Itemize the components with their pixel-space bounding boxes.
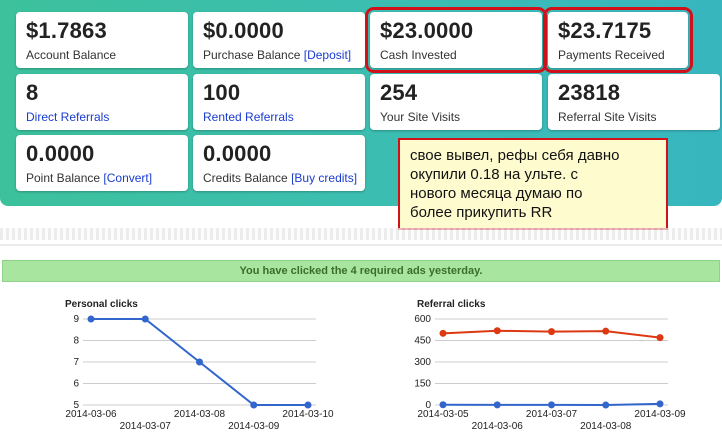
data-point [656,334,664,342]
chart-title: Referral clicks [417,299,486,310]
stat-value: 23818 [558,80,621,105]
stat-label: Account Balance [26,48,117,62]
stat-card-credits-balance: 0.0000 Credits Balance [Buy credits] [193,135,365,191]
x-tick-label: 2014-03-06 [472,421,524,432]
personal-clicks-svg: Personal clicks 5 6 7 8 9 2014-03-062014-03-07… [65,299,334,432]
stat-label: Point Balance [26,171,101,185]
data-point [304,401,312,409]
note-line: нового месяца думаю по [410,185,583,202]
stat-value: 8 [26,80,39,105]
rented-referrals-link[interactable]: Rented Referrals [203,110,294,124]
stat-label: Payments Received [558,48,665,62]
data-point [141,315,149,323]
x-tick-label: 2014-03-10 [282,409,334,420]
note-line: свое вывел, рефы себя давно [410,147,620,164]
y-tick-label: 450 [414,336,431,347]
stat-value: 100 [203,80,241,105]
data-point [602,401,610,409]
stat-card-purchase-balance: $0.0000 Purchase Balance [Deposit] [193,12,365,68]
deposit-link[interactable]: [Deposit] [303,48,352,62]
data-point [656,400,664,408]
buy-credits-link[interactable]: [Buy credits] [291,171,358,185]
x-tick-label: 2014-03-09 [634,409,686,420]
stat-card-site-visits: 254 Your Site Visits [370,74,542,130]
note-line: окупили 0.18 на ульте. с [410,166,578,183]
data-point [548,401,555,409]
referral-clicks-svg: Referral clicks01503004506002014-03-0520… [414,299,686,432]
stat-value: $23.7175 [558,18,652,43]
direct-referrals-link[interactable]: Direct Referrals [26,110,110,124]
divider [0,244,722,246]
stat-label: Purchase Balance [203,48,301,62]
x-tick-label: 2014-03-09 [228,421,280,432]
referral-clicks-chart: Referral clicks 0 150 300 450 600 2014-03-05 20… [390,290,690,444]
y-tick-label: 5 [73,400,79,411]
stat-card-rented-referrals: 100 Rented Referrals [193,74,365,130]
data-point [548,328,555,336]
x-tick-label: 2014-03-07 [120,421,172,432]
stat-value: $23.0000 [380,18,474,43]
divider [0,228,722,240]
stat-card-direct-referrals: 8 Direct Referrals [16,74,188,130]
y-tick-label: 7 [73,357,79,368]
status-banner: You have clicked the 4 required ads yest… [2,260,720,282]
stat-card-referral-site-visits: 23818 Referral Site Visits [548,74,720,130]
stat-card-point-balance: 0.0000 Point Balance [Convert] [16,135,188,191]
data-point [87,315,95,323]
data-point [439,329,447,337]
stat-label: Credits Balance [203,171,288,185]
stat-card-payments-received: $23.7175 Payments Received [543,7,693,73]
data-point [493,401,501,409]
data-point [493,327,501,335]
stat-label: Referral Site Visits [558,110,657,124]
data-point [196,358,203,366]
x-tick-label: 2014-03-08 [174,409,226,420]
stat-value: 0.0000 [203,141,272,166]
x-tick-label: 2014-03-06 [65,409,117,420]
y-tick-label: 600 [414,314,431,325]
personal-clicks-chart: Personal clicks 5 6 7 8 9 2014-03-06 2014-03-07… [40,290,340,444]
x-tick-label: 2014-03-07 [526,409,578,420]
data-point [250,401,258,409]
annotation-note: свое вывел, рефы себя давно окупили 0.18… [398,138,668,230]
stat-value: 0.0000 [26,141,95,166]
stat-value: $0.0000 [203,18,284,43]
convert-link[interactable]: [Convert] [103,171,153,185]
x-tick-label: 2014-03-05 [417,409,469,420]
stat-card-cash-invested: $23.0000 Cash Invested [365,7,547,73]
note-line: более прикупить RR [410,204,553,221]
stat-label: Your Site Visits [380,110,461,124]
data-point [602,327,610,335]
chart-title: Personal clicks [65,299,138,310]
stat-value: $1.7863 [26,18,107,43]
y-tick-label: 8 [73,336,79,347]
data-point [439,401,447,409]
y-tick-label: 300 [414,357,431,368]
y-tick-label: 0 [425,400,431,411]
y-tick-label: 150 [414,379,431,390]
x-tick-label: 2014-03-08 [580,421,632,432]
stat-card-account-balance: $1.7863 Account Balance [16,12,188,68]
stat-value: 254 [380,80,418,105]
y-tick-label: 9 [73,314,79,325]
y-tick-label: 6 [73,379,79,390]
stat-label: Cash Invested [380,48,457,62]
